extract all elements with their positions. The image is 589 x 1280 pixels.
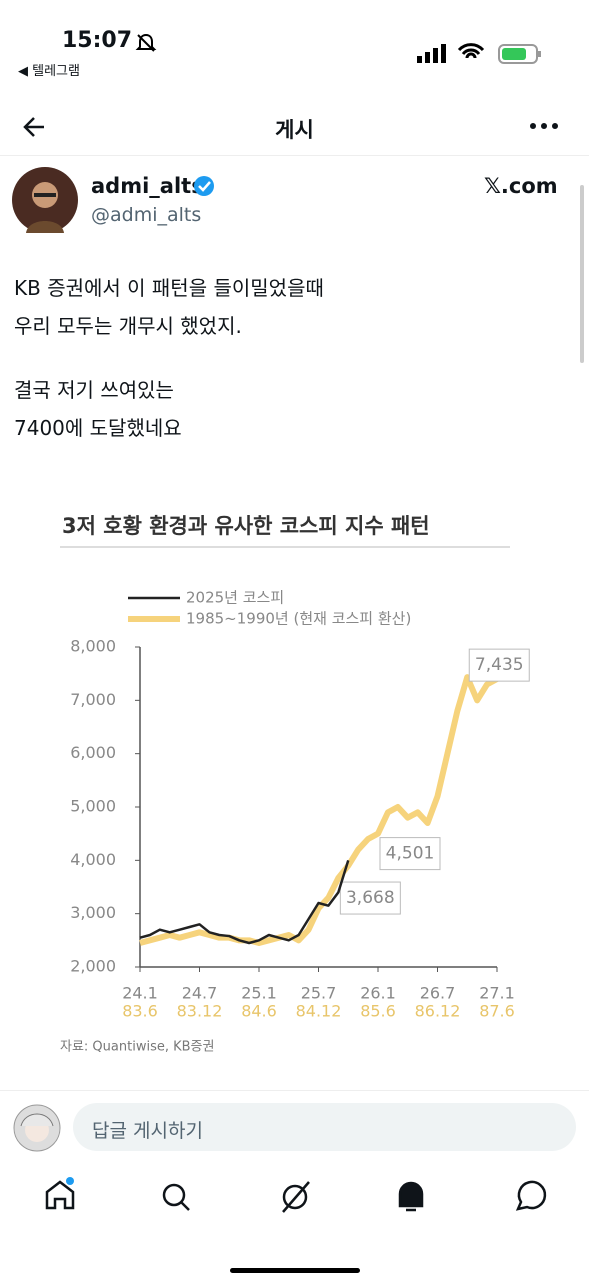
x-tick-label: 25.7 (301, 984, 337, 1003)
nav-home[interactable] (45, 1177, 75, 1210)
author-handle: @admi_alts (91, 204, 202, 226)
legend-label: 1985~1990년 (현재 코스피 환산) (186, 610, 411, 628)
chart-source: 자료: Quantiwise, KB증권 (60, 1040, 214, 1055)
y-tick-label: 4,000 (70, 850, 116, 869)
y-tick-label: 6,000 (70, 743, 116, 762)
chart-background (0, 490, 589, 1080)
x-tick-label-secondary: 87.6 (479, 1002, 515, 1021)
more-button[interactable] (528, 118, 560, 134)
post-text: 7400에 도달했네요 (14, 416, 182, 440)
series-line (139, 674, 499, 946)
back-app[interactable]: ◀ 텔레그램 (18, 64, 80, 79)
nav-grok[interactable] (282, 1181, 310, 1213)
x-tick-label-secondary: 86.12 (415, 1002, 461, 1021)
series-line (139, 859, 350, 945)
x-tick-label-secondary: 83.12 (177, 1002, 223, 1021)
divider (0, 155, 589, 156)
value-label: 3,668 (346, 888, 395, 908)
back-button[interactable] (20, 112, 50, 142)
nav-notifications[interactable] (398, 1181, 424, 1212)
bottom-nav (45, 1177, 547, 1213)
verified-badge (194, 176, 214, 196)
user-avatar[interactable] (13, 1104, 61, 1152)
x-tick-label: 24.1 (122, 984, 158, 1003)
status-time: 15:07 (62, 28, 133, 53)
source-link[interactable]: 𝕏.com (484, 174, 558, 198)
mute-icon (135, 33, 157, 52)
x-tick-label: 26.1 (360, 984, 396, 1003)
nav-search[interactable] (162, 1183, 190, 1211)
x-tick-label: 27.1 (479, 984, 515, 1003)
y-tick-label: 2,000 (70, 957, 116, 976)
chart-image: 3저 호황 환경과 유사한 코스피 지수 패턴 자료: Quantiwise, … (0, 490, 589, 1080)
post-text: KB 증권에서 이 패턴을 들이밀었을때 (14, 276, 324, 300)
y-tick-label: 3,000 (70, 903, 116, 922)
header-title: 게시 (275, 118, 314, 142)
author-avatar[interactable] (12, 167, 78, 233)
value-label-box (379, 837, 441, 871)
home-indicator (230, 1268, 360, 1273)
x-tick-label-secondary: 83.6 (122, 1002, 158, 1021)
x-tick-label: 26.7 (420, 984, 456, 1003)
y-tick-label: 5,000 (70, 797, 116, 816)
y-tick-label: 7,000 (70, 690, 116, 709)
value-label-box (468, 648, 530, 682)
divider (0, 1090, 589, 1091)
scrollbar (580, 185, 584, 363)
legend-label: 2025년 코스피 (186, 589, 284, 607)
reply-box[interactable] (73, 1103, 576, 1151)
y-tick-label: 8,000 (70, 637, 116, 656)
x-tick-label: 25.1 (241, 984, 277, 1003)
post-text: 결국 저기 쓰여있는 (14, 378, 174, 402)
nav-messages[interactable] (515, 1180, 547, 1211)
x-tick-label-secondary: 85.6 (360, 1002, 396, 1021)
value-label-box (339, 881, 401, 915)
x-tick-label: 24.7 (182, 984, 218, 1003)
x-tick-label-secondary: 84.6 (241, 1002, 277, 1021)
post-text: 우리 모두는 개무시 했었지. (14, 314, 242, 338)
x-tick-label-secondary: 84.12 (296, 1002, 342, 1021)
author-name[interactable]: admi_alts (91, 174, 204, 198)
status-icons (417, 43, 541, 64)
value-label: 7,435 (475, 655, 524, 675)
chart-title: 3저 호황 환경과 유사한 코스피 지수 패턴 (62, 514, 430, 538)
value-label: 4,501 (386, 844, 435, 864)
reply-placeholder[interactable]: 답글 게시하기 (92, 1120, 203, 1142)
